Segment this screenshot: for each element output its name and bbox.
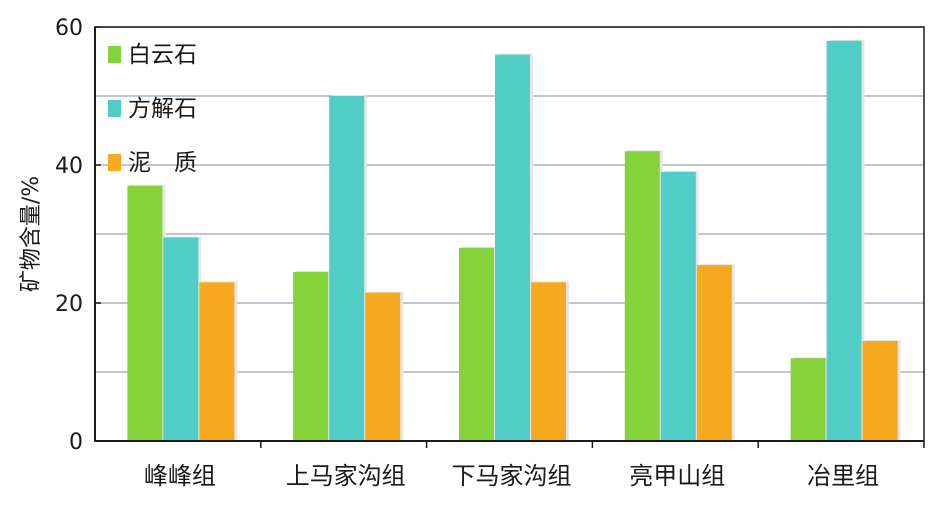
bar [459, 247, 494, 441]
legend-label: 泥 质 [128, 150, 197, 176]
x-category-label: 下马家沟组 [452, 462, 572, 490]
bar [531, 282, 566, 441]
x-category-label: 亮甲山组 [629, 462, 725, 490]
bar [163, 237, 199, 441]
x-category-labels: 峰峰组 上马家沟组 下马家沟组 亮甲山组 冶里组 [144, 462, 879, 490]
x-category-label: 冶里组 [807, 462, 879, 490]
y-tick-label: 60 [55, 16, 83, 41]
legend-swatch [108, 154, 121, 171]
x-category-label: 峰峰组 [144, 462, 216, 490]
axes [94, 26, 925, 448]
legend-label: 白云石 [128, 42, 197, 68]
bar [127, 185, 163, 441]
bar [199, 282, 235, 441]
bar [495, 54, 530, 441]
legend-swatch [108, 46, 121, 63]
bar [624, 151, 660, 441]
y-tick-labels: 0 20 40 60 [55, 16, 83, 455]
legend-swatch [108, 100, 121, 117]
bar [826, 40, 862, 442]
x-category-label: 上马家沟组 [286, 462, 406, 490]
bar [696, 265, 732, 441]
bar [293, 271, 329, 441]
y-axis-title: 矿物含量/% [19, 176, 44, 292]
bar [329, 96, 365, 441]
bar [790, 358, 826, 441]
y-tick-label: 20 [55, 292, 83, 317]
legend-label: 方解石 [128, 96, 197, 122]
bars [127, 39, 901, 442]
y-tick-label: 0 [69, 430, 83, 455]
y-tick-label: 40 [55, 154, 83, 179]
bar [365, 292, 401, 441]
bar [660, 171, 696, 441]
bar [862, 340, 898, 441]
